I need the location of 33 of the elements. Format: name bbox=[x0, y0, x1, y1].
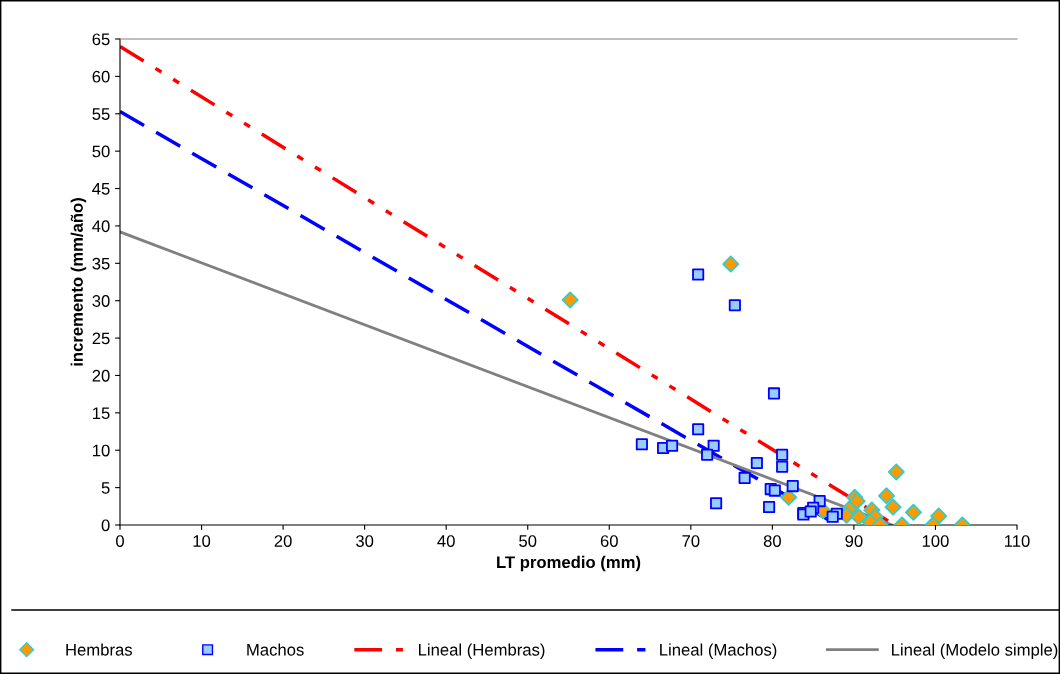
legend-label: Lineal (Modelo simple) bbox=[892, 643, 1058, 659]
y-tick-label: 65 bbox=[92, 33, 110, 46]
x-tick-label: 10 bbox=[193, 535, 211, 547]
x-axis-title: LT promedio (mm) bbox=[497, 555, 641, 572]
y-tick-label: 60 bbox=[92, 70, 110, 83]
x-tick-label: 40 bbox=[437, 535, 455, 547]
x-tick-label: 0 bbox=[116, 535, 124, 547]
legend-label: Hembras bbox=[66, 643, 133, 656]
y-tick-label: 5 bbox=[101, 482, 110, 494]
y-tick-label: 40 bbox=[92, 220, 110, 233]
x-tick-label: 100 bbox=[922, 535, 949, 547]
y-tick-label: 35 bbox=[92, 257, 110, 270]
x-tick-label: 80 bbox=[763, 535, 781, 547]
x-tick-label: 90 bbox=[845, 535, 863, 547]
legend-label: Machos bbox=[247, 643, 304, 656]
legend-label: Lineal (Machos) bbox=[660, 643, 777, 659]
x-tick-label: 50 bbox=[519, 535, 537, 547]
x-tick-label: 70 bbox=[682, 535, 700, 547]
x-tick-label: 110 bbox=[1004, 535, 1030, 547]
y-tick-label: 10 bbox=[93, 444, 110, 457]
y-axis-title: incremento (mm/año) bbox=[70, 198, 87, 366]
x-tick-label: 60 bbox=[600, 535, 618, 547]
y-tick-label: 55 bbox=[92, 108, 110, 120]
y-tick-label: 50 bbox=[92, 145, 110, 158]
x-tick-label: 30 bbox=[356, 535, 374, 547]
y-tick-label: 30 bbox=[92, 295, 110, 307]
x-tick-label: 20 bbox=[274, 535, 292, 547]
y-tick-label: 15 bbox=[93, 407, 110, 420]
y-tick-label: 20 bbox=[92, 369, 110, 382]
y-tick-label: 0 bbox=[101, 519, 110, 532]
y-tick-label: 25 bbox=[92, 332, 110, 345]
legend-label: Lineal (Hembras) bbox=[419, 643, 545, 659]
y-tick-label: 45 bbox=[92, 183, 110, 195]
